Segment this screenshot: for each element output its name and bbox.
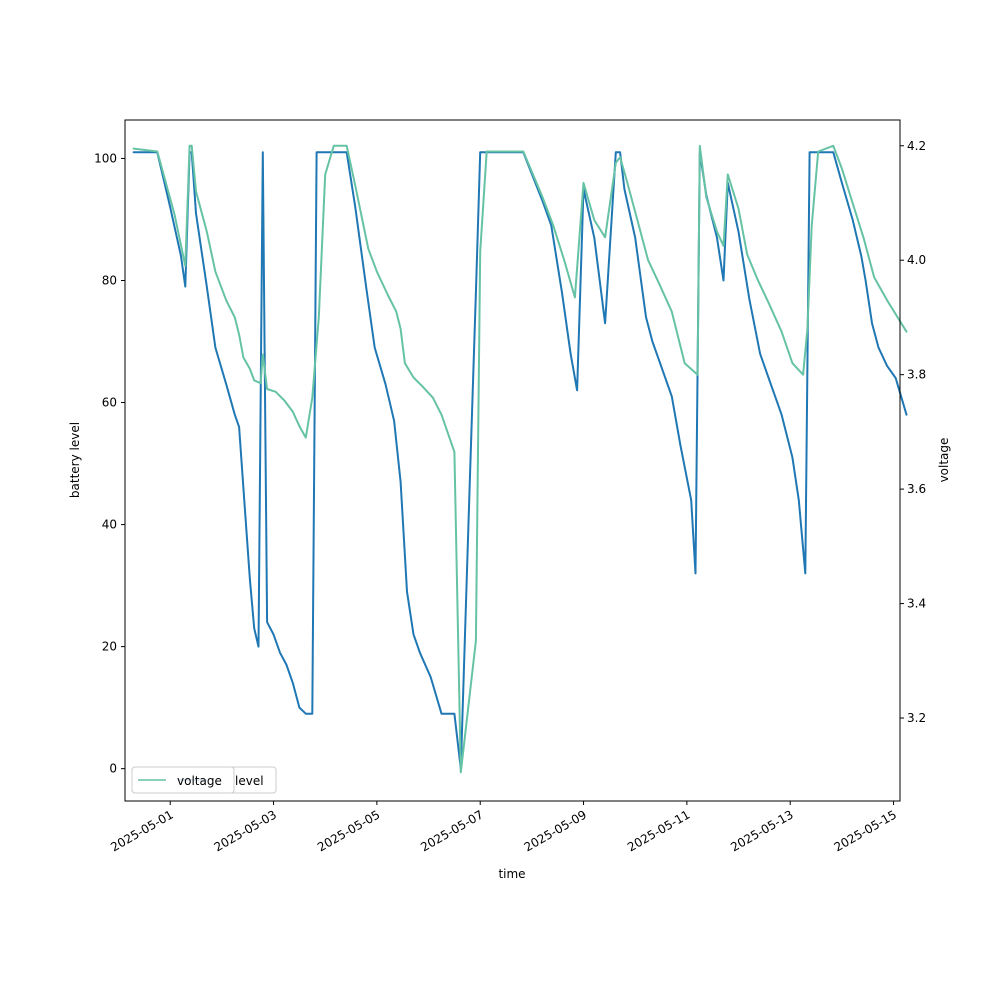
left-y-tick-label: 40 [102, 518, 117, 532]
left-y-tick-label: 0 [109, 762, 117, 776]
left-y-axis-label: battery level [68, 422, 82, 498]
right-y-tick-label: 4.0 [907, 253, 926, 267]
left-y-tick-label: 100 [94, 151, 117, 165]
right-y-axis: 3.2 3.4 3.6 3.8 4.0 4.2 [900, 139, 926, 725]
left-y-tick-label: 60 [102, 396, 117, 410]
right-y-axis-label: voltage [937, 438, 951, 483]
x-axis-label: time [498, 867, 525, 881]
right-y-tick-label: 3.8 [907, 368, 926, 382]
left-y-tick-label: 80 [102, 273, 117, 287]
right-y-tick-label: 3.6 [907, 482, 926, 496]
plot-frame [124, 119, 901, 802]
right-y-tick-label: 3.2 [907, 711, 926, 725]
legend-voltage-label: voltage [177, 774, 222, 788]
left-y-tick-label: 20 [102, 640, 117, 654]
plot-lines [132, 144, 908, 774]
legend-level-label: level [235, 774, 264, 788]
left-y-axis: 0 20 40 60 80 100 [94, 151, 125, 776]
series-line-voltage [132, 144, 908, 774]
legend-voltage: voltage [131, 766, 235, 794]
right-y-tick-label: 4.2 [907, 139, 926, 153]
right-y-tick-label: 3.4 [907, 597, 926, 611]
legend-voltage-box [131, 766, 235, 794]
